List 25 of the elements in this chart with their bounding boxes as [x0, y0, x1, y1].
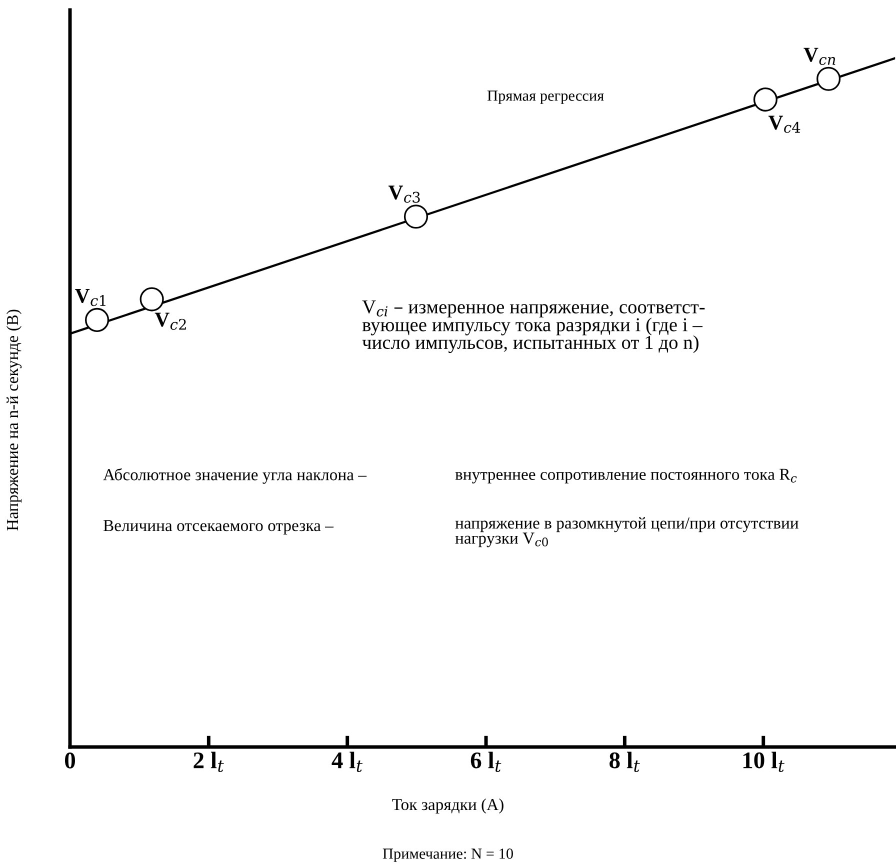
annotation: напряжение в разомкнутой цепи/при отсутствии нагрузки V$_{c0}$	[455, 517, 798, 548]
annotation: V$_{c4}$	[768, 116, 800, 133]
text: Примечание: N = 10	[382, 848, 513, 862]
point	[404, 204, 428, 229]
annotation: V$_{ci}$ – измеренное напряжение, соответст- вующее импульсу тока разрядки i (где i – число импульсов, испытанных от 1 до n)	[362, 300, 705, 354]
x-axis-title: Ток зарядки (A)	[392, 798, 504, 814]
x-tick-label: 10 l$_{t}$	[743, 752, 784, 772]
point	[753, 88, 778, 112]
x-tick-label: 6 l$_{t}$	[470, 752, 502, 772]
annotation: V$_{c3}$	[388, 186, 420, 203]
annotation: V$_{c1}$	[75, 288, 106, 306]
annotation: V$_{c2}$	[154, 312, 186, 330]
x-tick-label: 0	[64, 752, 76, 768]
annotation: Прямая регрессия	[487, 90, 604, 104]
x-tick-label: 2 l$_{t}$	[194, 752, 224, 772]
annotation: V$_{cn}$	[804, 48, 836, 66]
annotation: Величина отсекаемого отрезка –	[103, 520, 334, 535]
annotation: внутреннее сопротивление постоянного тока R$_{c}$	[455, 468, 797, 484]
point	[85, 308, 110, 332]
annotation: Абсолютное значение угла наклона –	[103, 468, 367, 484]
x-tick-label: 4 l$_{t}$	[332, 752, 363, 772]
point	[140, 287, 164, 312]
point	[816, 66, 841, 91]
x-tick-label: 8 l$_{t}$	[610, 752, 640, 772]
y-axis-title: Напряжение на n-й секунде (B)	[6, 310, 22, 531]
